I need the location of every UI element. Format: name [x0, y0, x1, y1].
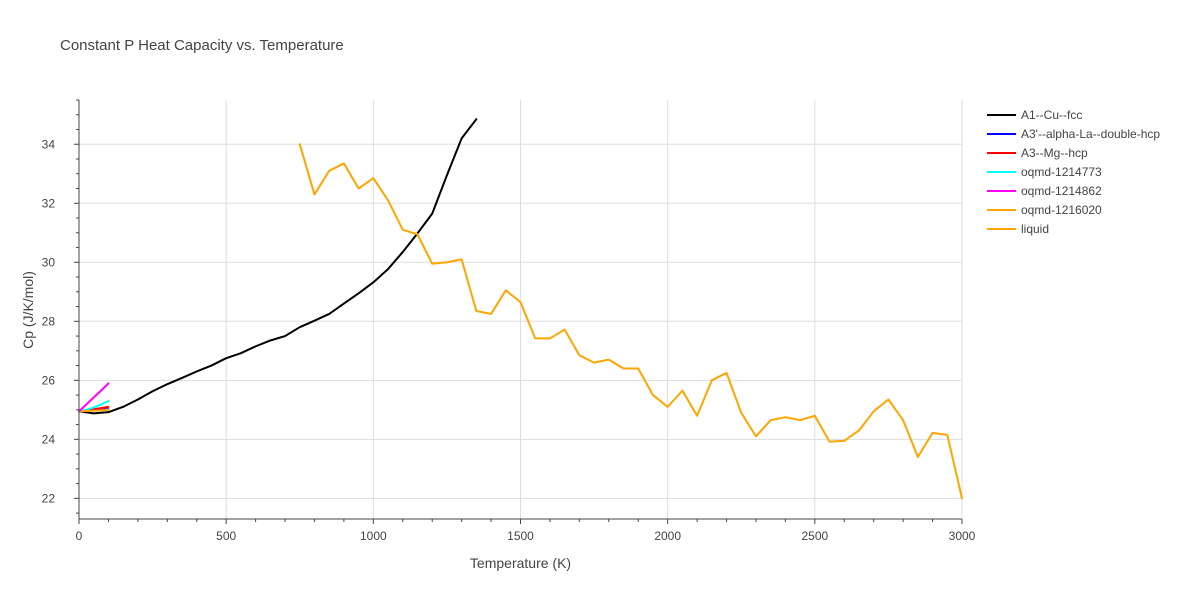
y-tick-label: 32 [42, 196, 56, 210]
series-line-a1-cu-fcc[interactable] [78, 118, 478, 415]
x-tick-label: 500 [216, 529, 236, 543]
series-line-liquid[interactable] [298, 143, 963, 500]
legend-label: oqmd-1214773 [1021, 165, 1102, 179]
legend-item[interactable]: A1--Cu--fcc [987, 108, 1082, 122]
y-tick-label: 22 [42, 491, 56, 505]
series-line-oqmd-1216020[interactable] [78, 408, 110, 413]
series-group [78, 118, 963, 500]
y-tick-label: 30 [42, 255, 56, 269]
legend-label: oqmd-1216020 [1021, 203, 1102, 217]
legend-label: liquid [1021, 222, 1049, 236]
legend-item[interactable]: A3--Mg--hcp [987, 146, 1088, 160]
y-tick-label: 34 [42, 137, 56, 151]
legend-item[interactable]: A3'--alpha-La--double-hcp [987, 127, 1160, 141]
legend-label: oqmd-1214862 [1021, 184, 1102, 198]
x-tick-label: 1000 [360, 529, 387, 543]
legend-label: A1--Cu--fcc [1021, 108, 1082, 122]
x-axis-title: Temperature (K) [470, 555, 571, 571]
x-tick-label: 1500 [507, 529, 534, 543]
y-axis-title: Cp (J/K/mol) [20, 271, 36, 349]
legend-label: A3'--alpha-La--double-hcp [1021, 127, 1160, 141]
y-tick-label: 28 [42, 314, 56, 328]
ticks: 0 500 1000 1500 2000 2500 3000 22 24 26 28 30 32 34 [42, 99, 976, 543]
y-tick-label: 26 [42, 373, 56, 387]
chart-title: Constant P Heat Capacity vs. Temperature [60, 37, 344, 54]
legend-item[interactable]: oqmd-1214862 [987, 184, 1102, 198]
grid [79, 100, 963, 519]
legend-item[interactable]: liquid [987, 222, 1049, 236]
legend-label: A3--Mg--hcp [1021, 146, 1088, 160]
x-tick-label: 2500 [801, 529, 828, 543]
legend-item[interactable]: oqmd-1214773 [987, 165, 1102, 179]
x-tick-label: 2000 [654, 529, 681, 543]
legend[interactable]: A1--Cu--fcc A3'--alpha-La--double-hcp A3--… [987, 108, 1160, 236]
legend-item[interactable]: oqmd-1216020 [987, 203, 1102, 217]
x-tick-label: 0 [76, 529, 83, 543]
x-tick-label: 3000 [949, 529, 976, 543]
y-tick-label: 24 [42, 432, 56, 446]
series-line-oqmd-1214862[interactable] [78, 382, 110, 413]
